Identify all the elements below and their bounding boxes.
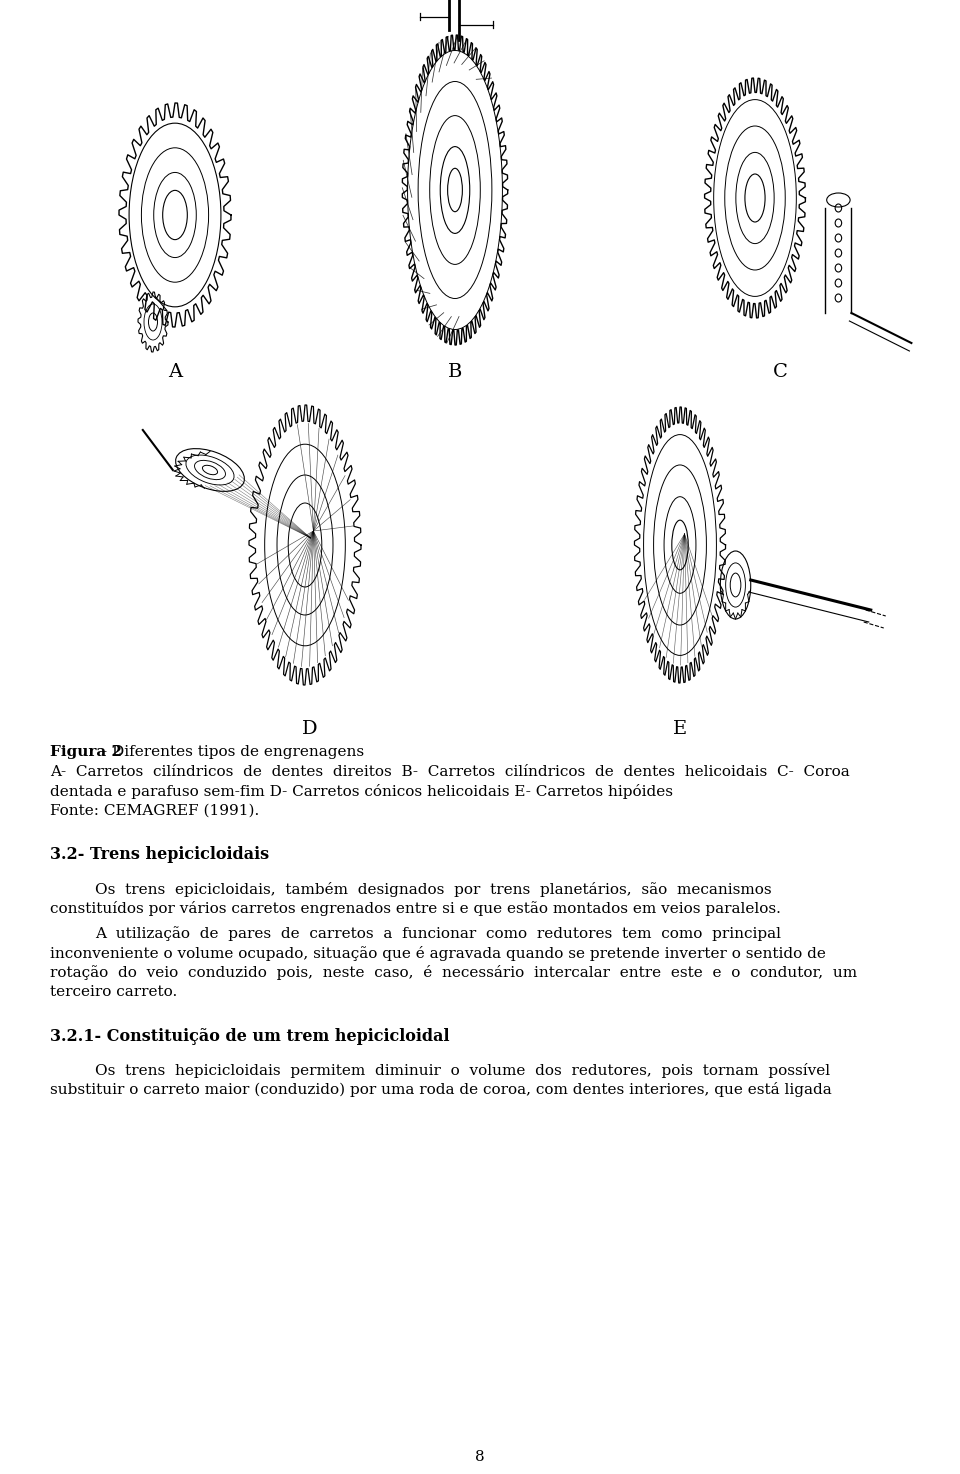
Text: Fonte: CEMAGREF (1991).: Fonte: CEMAGREF (1991).	[50, 803, 259, 818]
Text: B: B	[447, 363, 462, 380]
Text: 8: 8	[475, 1450, 485, 1464]
Text: 3.2- Trens hepicicloidais: 3.2- Trens hepicicloidais	[50, 846, 269, 864]
Text: A-  Carretos  cilíndricos  de  dentes  direitos  B-  Carretos  cilíndricos  de  : A- Carretos cilíndricos de dentes direit…	[50, 765, 850, 778]
Text: A  utilização  de  pares  de  carretos  a  funcionar  como  redutores  tem  como: A utilização de pares de carretos a func…	[95, 926, 780, 942]
Text: - Diferentes tipos de engrenagens: - Diferentes tipos de engrenagens	[102, 744, 364, 759]
Text: substituir o carreto maior (conduzido) por uma roda de coroa, com dentes interio: substituir o carreto maior (conduzido) p…	[50, 1082, 831, 1097]
Text: E: E	[673, 719, 687, 738]
Text: 3.2.1- Constituição de um trem hepicicloidal: 3.2.1- Constituição de um trem hepiciclo…	[50, 1027, 449, 1045]
Text: A: A	[168, 363, 182, 380]
Text: D: D	[302, 719, 318, 738]
Text: constituídos por vários carretos engrenados entre si e que estão montados em vei: constituídos por vários carretos engrena…	[50, 901, 780, 915]
Text: Os  trens  epicicloidais,  também  designados  por  trens  planetários,  são  me: Os trens epicicloidais, também designado…	[95, 881, 772, 896]
Text: terceiro carreto.: terceiro carreto.	[50, 985, 178, 999]
Text: inconveniente o volume ocupado, situação que é agravada quando se pretende inver: inconveniente o volume ocupado, situação…	[50, 946, 826, 961]
Text: dentada e parafuso sem-fim D- Carretos cónicos helicoidais E- Carretos hipóides: dentada e parafuso sem-fim D- Carretos c…	[50, 784, 673, 799]
Text: Figura 2: Figura 2	[50, 744, 122, 759]
Text: C: C	[773, 363, 787, 380]
Text: Os  trens  hepicicloidais  permitem  diminuir  o  volume  dos  redutores,  pois : Os trens hepicicloidais permitem diminui…	[95, 1063, 830, 1077]
Text: rotação  do  veio  conduzido  pois,  neste  caso,  é  necessário  intercalar  en: rotação do veio conduzido pois, neste ca…	[50, 965, 857, 980]
